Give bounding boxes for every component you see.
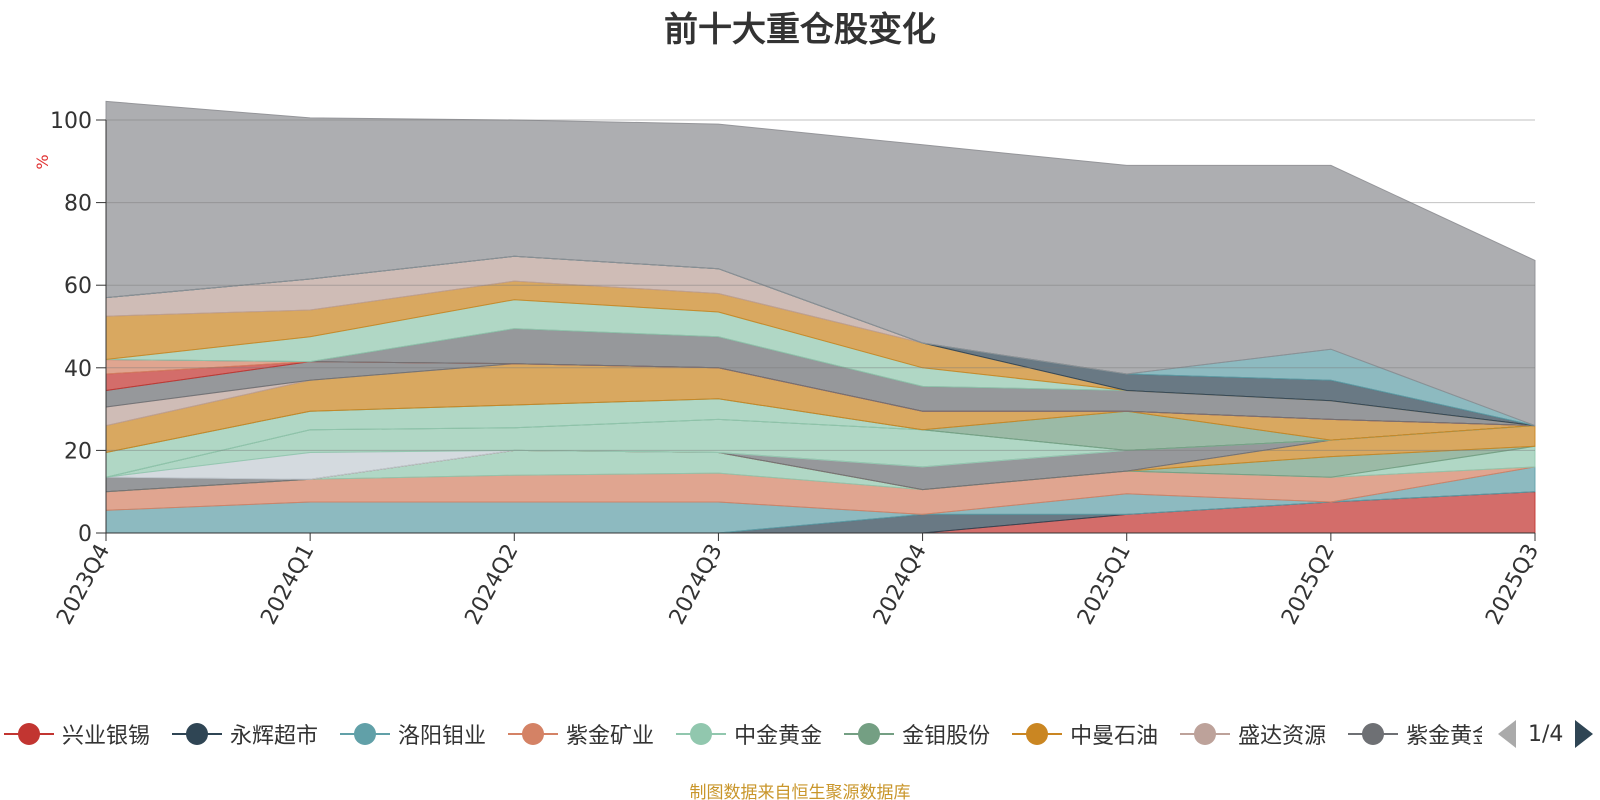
legend-label: 金钼股份 (902, 724, 991, 749)
legend-item-6[interactable]: 中曼石油 (1012, 718, 1158, 750)
legend-marker-icon (172, 723, 223, 745)
legend-marker-icon (4, 723, 54, 745)
legend-item-8[interactable]: 紫金黄金 (1348, 718, 1482, 750)
legend-label: 洛阳钼业 (398, 724, 487, 749)
legend-pager: 1/4 (1498, 720, 1594, 748)
y-tick-label-0: 0 (78, 522, 92, 547)
legend-label: 永辉超市 (230, 724, 319, 749)
chart-title: 前十大重仓股变化 (664, 10, 936, 50)
x-tick-label-6: 2025Q2 (1277, 540, 1340, 629)
legend-label: 中曼石油 (1070, 724, 1159, 749)
legend-item-3[interactable]: 紫金矿业 (508, 718, 654, 750)
x-tick-label-1: 2024Q1 (256, 540, 319, 629)
y-axis-unit-label: % (33, 154, 52, 169)
legend-marker-icon (1012, 723, 1063, 745)
legend-item-5[interactable]: 金钼股份 (844, 718, 990, 750)
x-tick-label-7: 2025Q3 (1481, 540, 1544, 629)
y-tick-label-5: 100 (50, 109, 92, 134)
legend-label: 兴业银锡 (62, 724, 151, 749)
legend-label: 盛达资源 (1238, 724, 1327, 749)
x-tick-label-0: 2023Q4 (52, 540, 115, 629)
legend-marker-icon (676, 723, 727, 745)
legend-item-4[interactable]: 中金黄金 (676, 718, 822, 750)
x-tick-label-3: 2024Q3 (665, 540, 728, 629)
x-tick-label-2: 2024Q2 (461, 540, 524, 629)
legend-item-2[interactable]: 洛阳钼业 (340, 718, 486, 750)
legend-item-0[interactable]: 兴业银锡 (4, 718, 150, 750)
legend-label: 中金黄金 (734, 724, 823, 749)
x-tick-label-5: 2025Q1 (1073, 540, 1136, 629)
legend-label: 紫金矿业 (566, 724, 655, 749)
series-area-25 (105, 100, 1536, 427)
legend-prev-page-icon[interactable] (1498, 720, 1516, 748)
legend-item-1[interactable]: 永辉超市 (172, 718, 318, 750)
legend-item-7[interactable]: 盛达资源 (1180, 718, 1326, 750)
chart-plot: 0 20 40 60 80 100% 2023Q4 2024Q1 2024Q2 2024Q3 202… (33, 100, 1544, 629)
legend-marker-icon (844, 723, 895, 745)
legend-items: 兴业银锡 永辉超市 洛阳钼业 紫金矿业 中金黄金 金钼股份 中曼石油 盛达资源 紫金黄金 (0, 718, 1482, 750)
y-tick-label-3: 60 (64, 274, 92, 299)
legend: 兴业银锡 永辉超市 洛阳钼业 紫金矿业 中金黄金 金钼股份 中曼石油 盛达资源 紫金黄金 1/4 (0, 712, 1600, 756)
legend-page-indicator: 1/4 (1528, 721, 1564, 747)
source-note: 制图数据来自恒生聚源数据库 (689, 783, 911, 800)
legend-marker-icon (508, 723, 559, 745)
legend-label: 紫金黄金 (1406, 724, 1482, 749)
x-tick-label-4: 2024Q4 (869, 540, 932, 629)
legend-marker-icon (1180, 723, 1231, 745)
legend-marker-icon (1348, 723, 1399, 745)
y-tick-label-4: 80 (64, 192, 92, 217)
y-tick-label-1: 20 (64, 439, 92, 464)
y-tick-label-2: 40 (64, 357, 92, 382)
legend-next-page-icon[interactable] (1575, 720, 1594, 748)
legend-marker-icon (340, 723, 391, 745)
